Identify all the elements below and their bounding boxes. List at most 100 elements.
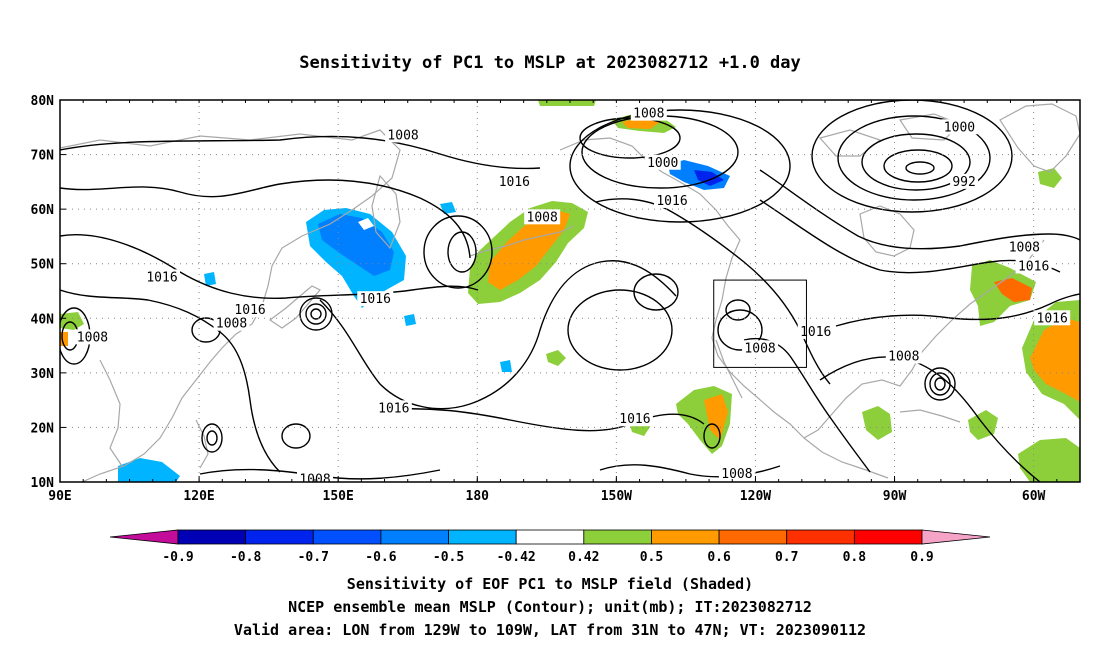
negative-patch-small-c	[204, 272, 216, 286]
lon-tick-label: 150W	[601, 489, 632, 504]
contour-label: 1000	[944, 120, 975, 135]
colorbar-segment	[312, 529, 382, 545]
lat-tick-label: 40N	[31, 312, 55, 327]
colorbar-label: -0.5	[433, 550, 464, 565]
contour-label-bg	[385, 127, 422, 143]
coast-caribbean	[899, 409, 961, 423]
mslp-contours	[60, 100, 1080, 482]
contour-label-bg	[375, 400, 412, 416]
low-1000-ring-c	[569, 109, 791, 223]
coast-alaska	[559, 137, 741, 241]
graticule	[60, 100, 1080, 482]
low-992-ring-a	[905, 161, 935, 175]
valid-area-box	[713, 279, 807, 368]
contour-label: 1016	[234, 303, 265, 318]
contour-label: 1016	[146, 270, 177, 285]
lat-tick-label: 20N	[31, 421, 55, 436]
colorbar-label: 0.9	[910, 550, 933, 565]
contour-label: 1000	[647, 156, 678, 171]
low-992-ring-e	[811, 100, 1013, 213]
coast-kamchatka	[371, 174, 401, 250]
contour-label-bg	[718, 465, 755, 481]
contour-label: 1008	[1009, 240, 1040, 255]
colorbar-label: 0.7	[775, 550, 798, 565]
map-panel: 1008101610081008100010161000992100810161…	[31, 94, 1081, 504]
colorbar-label: 0.8	[843, 550, 867, 565]
contour-label: 1008	[216, 317, 247, 332]
contour-label: 1016	[800, 325, 831, 340]
contour-label-bg	[885, 348, 922, 364]
negative-patch-small-b	[404, 314, 416, 326]
contour-label: 1008	[77, 330, 108, 345]
negative-patch-small-a	[440, 202, 456, 214]
lon-tick-label: 120E	[183, 489, 214, 504]
contour-label-bg	[1034, 310, 1071, 326]
coast-aleutians	[469, 225, 575, 257]
orange-core-dateline	[488, 210, 570, 290]
coast-indochina	[99, 359, 123, 467]
orange-region-mexico	[704, 394, 728, 440]
colorbar-label: 0.5	[640, 550, 663, 565]
isobar-1016-atlantic	[835, 293, 1080, 327]
high-cell-kamchatka	[423, 215, 493, 289]
low-992-ring-b	[883, 149, 953, 183]
colorbar-label: 0.6	[707, 550, 731, 565]
colorbar-segment	[448, 529, 517, 545]
contour-label: 1016	[499, 175, 530, 190]
axis-ticks: 90E 120E 150E 180 150W 120W 90W 60W 80N 70N 60N 50N…	[31, 94, 1058, 504]
isobar-1016-pac-high	[319, 260, 677, 410]
colorbar-label: -0.9	[162, 550, 193, 565]
isobar-1008-canada	[759, 169, 1080, 250]
contour-label-bg	[950, 173, 979, 189]
low-atlantic-ring-c	[924, 367, 956, 401]
negative-region-scs	[118, 458, 180, 482]
colorbar-segment	[853, 529, 923, 545]
isobar-1016-nwpac	[60, 234, 479, 299]
coast-greenland	[999, 103, 1080, 173]
high-cell-subtropical	[567, 289, 673, 371]
contour-label: 1016	[1037, 311, 1068, 326]
sensitivity-shading	[60, 100, 1080, 482]
high-cell-north-pacific	[447, 231, 477, 273]
colorbar-segment	[786, 529, 855, 545]
isobar-1008-north	[60, 135, 541, 170]
low-992-ring-c	[861, 133, 971, 191]
colorbar-segment	[380, 529, 449, 545]
contour-label: 1016	[619, 412, 650, 427]
colorbar-high-extension	[921, 529, 991, 545]
lon-tick-label: 60W	[1022, 489, 1046, 504]
lat-tick-label: 70N	[31, 149, 55, 164]
contour-label-bg	[74, 329, 111, 345]
contour-label-bg	[213, 315, 250, 331]
negative-patch-small-d	[500, 360, 512, 372]
lat-tick-label: 60N	[31, 203, 55, 218]
contour-label: 1016	[656, 194, 687, 209]
contour-label-bg	[654, 192, 690, 208]
contour-label-bg	[297, 471, 333, 482]
contour-label: 1008	[744, 341, 775, 356]
cell-valid-area	[717, 309, 763, 351]
positive-patch-tibet	[60, 312, 84, 330]
coast-asia-east	[60, 129, 401, 482]
lon-tick-label: 90W	[883, 489, 907, 504]
negative-core-westpac	[318, 214, 394, 276]
colorbar-segment	[515, 529, 585, 545]
colorbar-segment	[177, 529, 247, 545]
colorbar-label: -0.42	[497, 550, 536, 565]
low-atlantic-ring-b	[929, 372, 951, 396]
low-mexico-ring	[703, 423, 721, 449]
coast-central-america	[803, 437, 889, 479]
coast-japan	[268, 285, 321, 329]
contour-label-bg	[742, 340, 779, 356]
contour-label: 1016	[1018, 259, 1049, 274]
figure-title: Sensitivity of PC1 to MSLP at 2023082712…	[299, 53, 801, 73]
contour-labels: 1008101610081008100010161000992100810161…	[74, 105, 1071, 482]
orange-region-atlantic-a	[1030, 318, 1080, 402]
low-westpac-ring-a	[310, 308, 322, 320]
low-992-ring-d	[837, 115, 991, 201]
low-westpac-ring-c	[299, 297, 333, 331]
negative-core-arctic	[694, 170, 724, 186]
positive-patch-caribbean	[862, 406, 892, 440]
contour-label-bg	[630, 105, 667, 121]
contour-label-bg	[1006, 239, 1043, 255]
